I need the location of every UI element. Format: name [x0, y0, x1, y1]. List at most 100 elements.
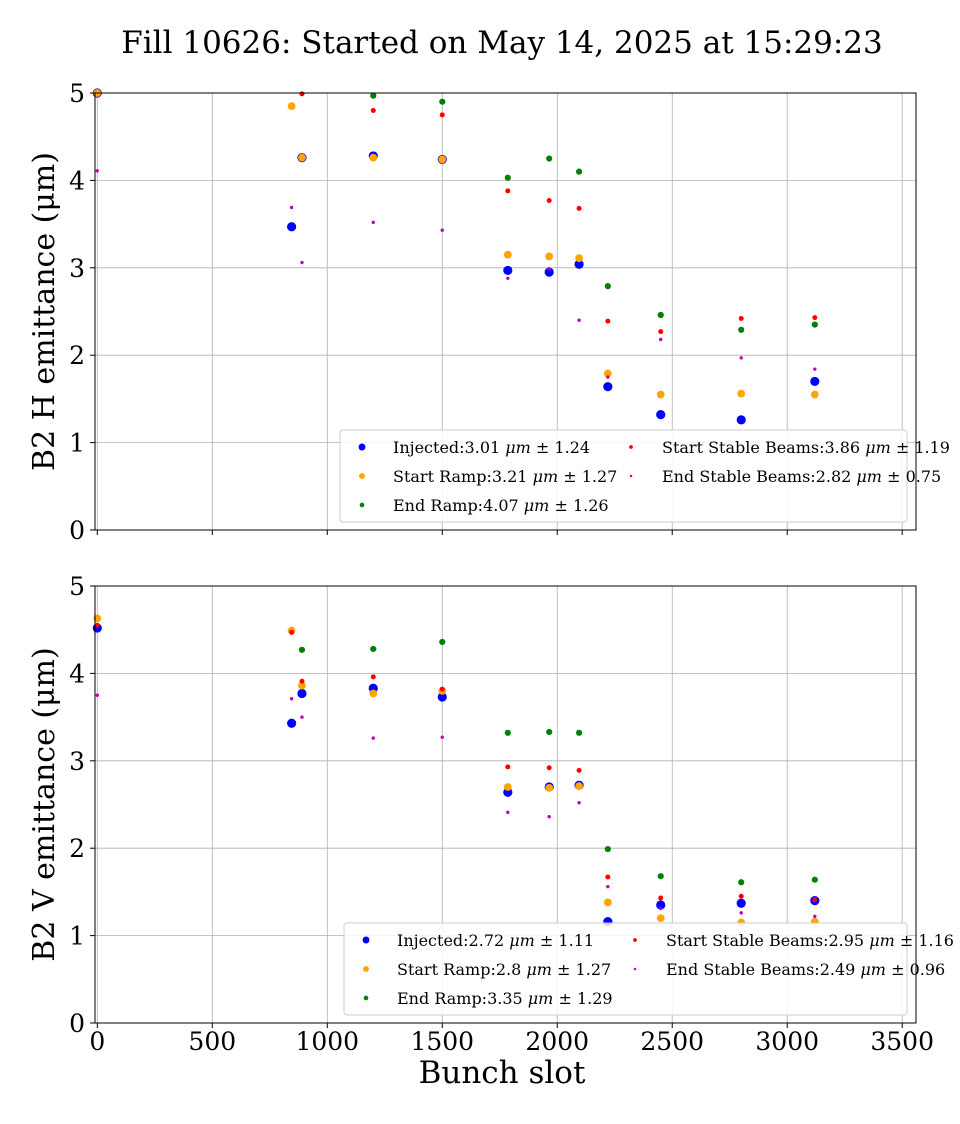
- legend-box: [339, 429, 908, 523]
- data-point: [736, 898, 746, 908]
- legend-marker: [358, 443, 366, 451]
- y-axis-label: B2 H emittance (μm): [27, 152, 62, 471]
- y-axis-label: B2 V emittance (μm): [27, 647, 62, 961]
- data-point: [811, 876, 818, 883]
- data-point: [576, 767, 582, 773]
- legend-entry: Start Stable Beams:2.95 μm ± 1.16: [666, 931, 954, 950]
- data-point: [603, 382, 613, 392]
- legend-entry: End Ramp:3.35 μm ± 1.29: [397, 989, 613, 1008]
- data-point: [371, 736, 375, 740]
- data-point: [577, 318, 581, 322]
- data-point: [606, 884, 610, 889]
- x-tick-label: 1500: [410, 1027, 474, 1056]
- legend-marker: [359, 473, 365, 479]
- y-tick-label: 0: [69, 516, 85, 545]
- data-point: [546, 198, 552, 204]
- y-tick-label: 5: [69, 79, 85, 108]
- data-point: [738, 315, 744, 321]
- data-point: [439, 98, 446, 105]
- data-point: [810, 376, 820, 387]
- data-point: [545, 783, 554, 792]
- data-point: [656, 914, 665, 923]
- data-point: [657, 311, 664, 319]
- data-point: [506, 276, 510, 280]
- data-point: [437, 692, 447, 702]
- x-tick-label: 3000: [755, 1027, 819, 1056]
- y-tick-label: 1: [69, 429, 85, 458]
- series-end-stable-beams: [95, 169, 817, 379]
- series-end-ramp: [370, 92, 818, 333]
- data-point: [603, 898, 612, 907]
- data-point: [576, 205, 582, 211]
- data-point: [810, 390, 819, 399]
- legend-entry: Injected:3.01 μm ± 1.24: [393, 438, 590, 457]
- data-point: [371, 220, 375, 225]
- y-tick-label: 5: [69, 572, 85, 601]
- data-point: [547, 815, 551, 819]
- data-point: [94, 622, 100, 628]
- data-point: [604, 283, 611, 290]
- plot-panel-vertical: 0 500 1000 1500 2000 2500 3000 3500 0 1 2 3 4 5 B2 V e…: [27, 572, 954, 1056]
- y-tick-label: 3: [69, 254, 85, 283]
- data-point: [546, 728, 553, 736]
- legend-entry: Start Stable Beams:3.86 μm ± 1.19: [662, 438, 950, 457]
- data-point: [605, 318, 611, 324]
- data-point: [299, 91, 305, 97]
- x-tick-label: 2000: [525, 1027, 589, 1056]
- series-start-ramp: [93, 89, 819, 399]
- data-point: [506, 810, 510, 815]
- data-point: [656, 410, 666, 420]
- data-point: [505, 188, 511, 194]
- data-point: [575, 729, 583, 736]
- data-point: [287, 718, 297, 728]
- x-tick-label: 0: [89, 1027, 105, 1056]
- y-tick-label: 2: [69, 341, 85, 370]
- data-point: [545, 252, 554, 261]
- legend: Injected:2.72 μm ± 1.11 Start Ramp:2.8 μm…: [343, 922, 954, 1016]
- data-point: [738, 879, 745, 886]
- legend-entry: End Ramp:4.07 μm ± 1.26: [393, 496, 609, 515]
- data-point: [503, 783, 512, 791]
- data-point: [504, 729, 511, 736]
- x-axis-label: Bunch slot: [419, 1055, 586, 1091]
- legend: Injected:3.01 μm ± 1.24 Start Ramp:3.21 μ…: [339, 429, 950, 523]
- data-point: [659, 906, 663, 911]
- data-point: [575, 254, 583, 263]
- data-point: [438, 155, 447, 164]
- data-point: [503, 250, 512, 259]
- data-point: [439, 112, 445, 118]
- data-point: [737, 389, 746, 398]
- data-point: [439, 638, 446, 646]
- axes-frame: [94, 585, 917, 1024]
- data-point: [370, 645, 377, 653]
- data-point: [812, 897, 818, 903]
- data-point: [658, 329, 664, 335]
- series-start-stable-beams: [94, 622, 818, 903]
- axes-frame: [94, 92, 917, 531]
- data-point: [739, 911, 743, 915]
- legend-marker: [363, 966, 369, 972]
- legend-marker: [362, 936, 370, 944]
- data-point: [544, 267, 554, 277]
- data-point: [505, 764, 511, 770]
- legend-marker: [363, 995, 369, 1001]
- legend-entry: End Stable Beams:2.49 μm ± 0.96: [666, 960, 945, 979]
- data-point: [369, 153, 378, 162]
- y-tick-label: 4: [69, 166, 85, 195]
- data-point: [370, 674, 376, 680]
- data-point: [298, 153, 306, 162]
- data-point: [813, 367, 817, 371]
- data-point: [656, 390, 665, 399]
- data-point: [297, 688, 307, 699]
- data-point: [299, 678, 305, 684]
- x-tick-label: 1000: [295, 1027, 359, 1056]
- data-point: [289, 629, 295, 635]
- legend-entry: Start Ramp:3.21 μm ± 1.27: [393, 467, 617, 486]
- legend-box: [343, 922, 908, 1016]
- data-point: [575, 782, 583, 791]
- data-point: [574, 259, 584, 269]
- data-point: [811, 321, 818, 328]
- data-point: [439, 686, 445, 692]
